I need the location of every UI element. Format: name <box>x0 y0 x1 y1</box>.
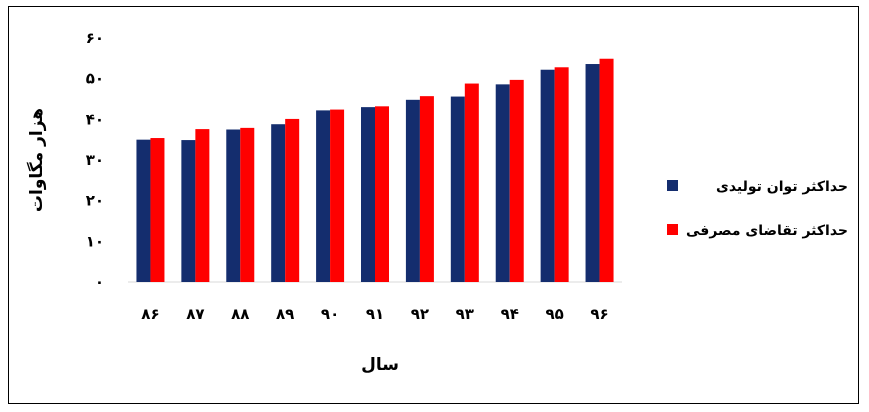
x-axis-title: سال <box>361 355 399 375</box>
legend-label: حداکثر توان تولیدی <box>716 179 848 195</box>
bar-series-2 <box>285 118 300 282</box>
x-tick-label: ۹۶ <box>590 305 608 323</box>
y-tick-label: ۴۰ <box>86 110 104 128</box>
x-tick-label: ۹۵ <box>545 305 563 323</box>
x-tick-label: ۸۹ <box>276 305 294 323</box>
bar-series-1 <box>450 96 465 282</box>
bar-series-1 <box>226 129 241 282</box>
legend: حداکثر توان تولیدی حداکثر تقاضای مصرفی <box>667 179 848 239</box>
y-tick-label: ۱۰ <box>86 232 104 250</box>
x-tick-label: ۹۱ <box>366 305 384 323</box>
x-tick-label: ۹۰ <box>321 305 339 323</box>
bar-series-2 <box>419 96 434 282</box>
legend-swatch <box>667 224 678 235</box>
bar-series-1 <box>585 64 600 282</box>
bar-series-1 <box>405 99 420 283</box>
x-tick-label: ۹۴ <box>501 305 519 323</box>
x-tick-label: ۹۲ <box>411 305 429 323</box>
bar-series-1 <box>316 110 331 283</box>
bar-series-2 <box>375 106 389 282</box>
y-tick-label: ۶۰ <box>86 29 104 47</box>
y-axis-title: هزار مگاوات <box>26 108 47 212</box>
bar-series-1 <box>181 140 196 282</box>
x-tick-label: ۸۷ <box>186 305 204 323</box>
y-tick-label: ۳۰ <box>86 151 104 169</box>
bar-series-2 <box>195 129 210 282</box>
bar-series-1 <box>361 107 375 282</box>
y-axis-ticks: ۰ ۱۰ ۲۰ ۳۰ ۴۰ ۵۰ ۶۰ <box>86 29 104 291</box>
bar-series-1 <box>540 69 555 282</box>
bar-series-1 <box>495 84 510 282</box>
y-tick-label: ۵۰ <box>86 70 104 88</box>
x-tick-label: ۹۳ <box>456 305 474 323</box>
x-axis-ticks: ۸۶ ۸۷ ۸۸ ۸۹ ۹۰ ۹۱ ۹۲ ۹۳ ۹۴ ۹۵ ۹۶ <box>141 305 608 323</box>
bar-series-2 <box>599 58 614 282</box>
bar-series-2 <box>150 138 165 282</box>
bars <box>136 58 614 283</box>
x-tick-label: ۸۸ <box>231 305 249 323</box>
legend-label: حداکثر تقاضای مصرفی <box>686 223 848 239</box>
bar-series-1 <box>271 124 286 282</box>
bar-series-2 <box>554 67 569 282</box>
x-tick-label: ۸۶ <box>141 305 159 323</box>
bar-series-2 <box>240 127 255 282</box>
y-tick-label: ۰ <box>95 273 104 291</box>
bar-series-2 <box>509 79 524 283</box>
bar-series-2 <box>464 83 479 283</box>
bar-series-1 <box>136 139 151 282</box>
legend-swatch <box>667 180 678 191</box>
bar-series-2 <box>330 109 345 282</box>
y-tick-label: ۲۰ <box>86 192 104 210</box>
